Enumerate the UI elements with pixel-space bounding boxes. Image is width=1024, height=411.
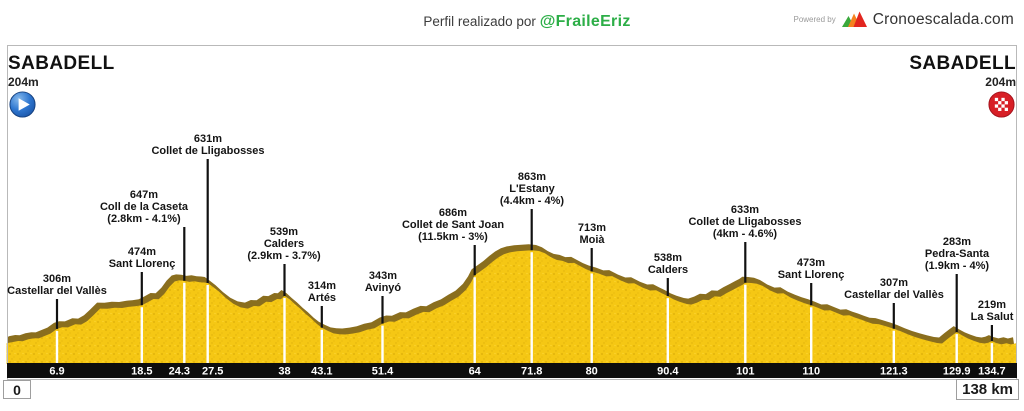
chart-border: [7, 45, 1017, 380]
km-tick-label: 38: [278, 366, 290, 378]
km-axis-bar: [7, 363, 1017, 378]
axis-end-label: 138 km: [956, 379, 1019, 400]
km-tick-label: 80: [586, 366, 598, 378]
finish-location-label: SABADELL: [909, 53, 1016, 74]
terrain-area: [6, 250, 1016, 364]
axis-origin-label: 0: [3, 380, 31, 399]
km-tick-label: 64: [469, 366, 482, 378]
start-endpoint: SABADELL 204m: [8, 53, 115, 124]
title-author-link[interactable]: @FraileEriz: [539, 13, 631, 30]
km-tick-label: 18.5: [131, 366, 152, 378]
start-elevation-label: 204m: [8, 75, 39, 89]
km-tick-label: 24.3: [169, 366, 190, 378]
start-location-label: SABADELL: [8, 53, 115, 74]
km-tick-label: 101: [736, 366, 754, 378]
finish-endpoint: SABADELL 204m: [909, 53, 1016, 124]
km-tick-label: 6.9: [49, 366, 64, 378]
km-tick-label: 51.4: [372, 366, 394, 378]
finish-elevation-label: 204m: [985, 75, 1016, 89]
km-tick-label: 129.9: [943, 366, 971, 378]
page-title: Perfil realizado por @FraileEriz: [423, 13, 630, 31]
km-tick-label: 134.7: [978, 366, 1006, 378]
km-tick-label: 27.5: [202, 366, 223, 378]
cronoescalada-mountains-icon: [841, 10, 868, 29]
powered-by-label: Powered by: [793, 15, 836, 24]
brand-box: Powered by Cronoescalada.com: [793, 10, 1014, 29]
title-text: Perfil realizado por: [423, 14, 536, 29]
km-tick-label: 110: [802, 366, 820, 378]
start-play-icon[interactable]: [8, 90, 37, 124]
km-tick-label: 90.4: [657, 366, 679, 378]
finish-flag-icon[interactable]: [987, 90, 1016, 124]
km-tick-label: 43.1: [311, 366, 332, 378]
brand-link[interactable]: Cronoescalada.com: [872, 10, 1014, 28]
km-tick-label: 121.3: [880, 366, 908, 378]
km-tick-label: 71.8: [521, 366, 542, 378]
